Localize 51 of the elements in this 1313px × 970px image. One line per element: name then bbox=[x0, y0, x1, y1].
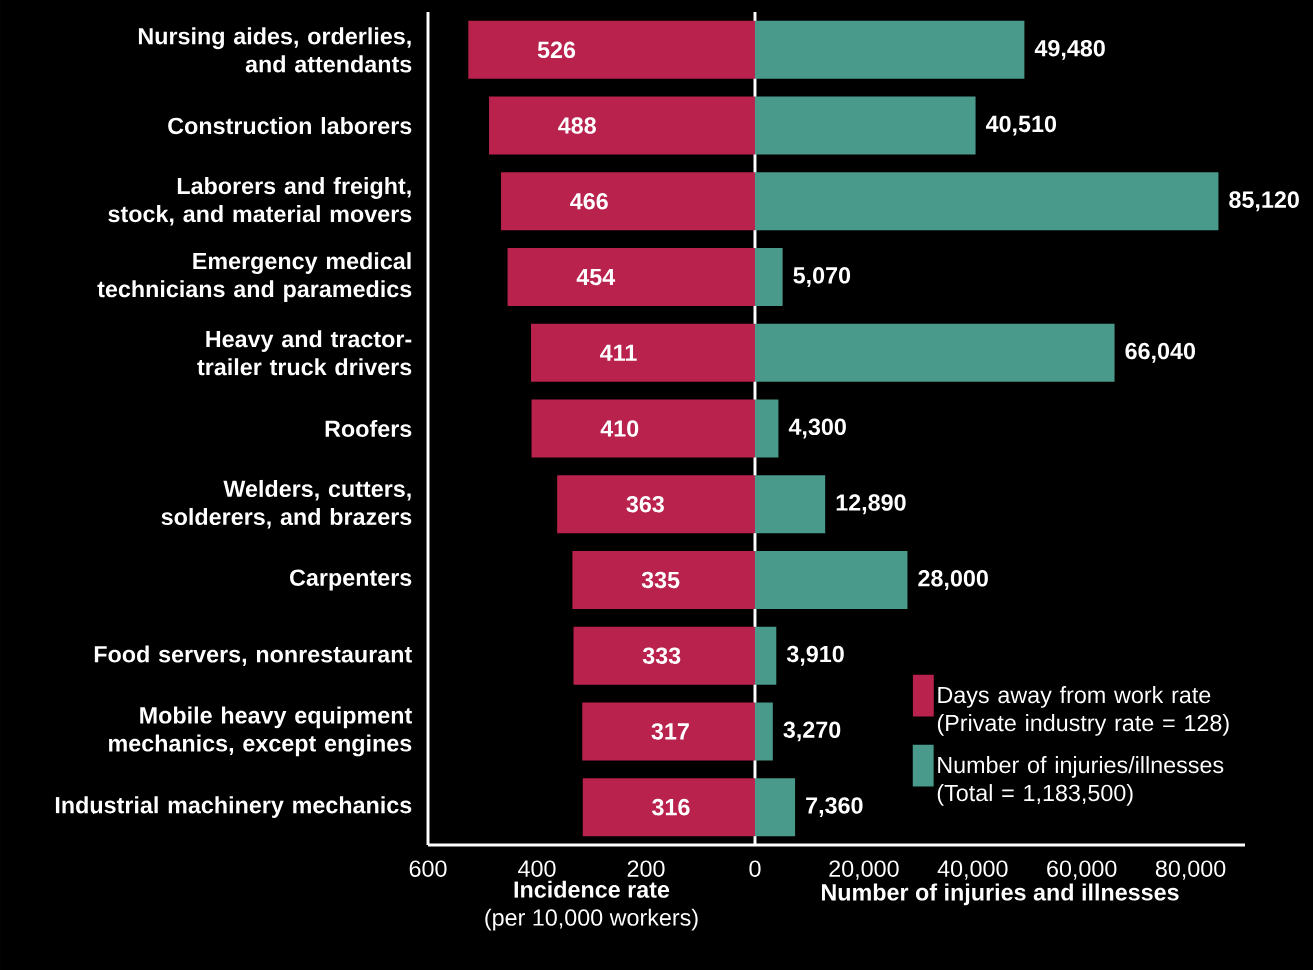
data-label: 49,480 bbox=[1034, 39, 1105, 60]
data-label: 335 bbox=[641, 571, 680, 589]
y-tick-label: Emergency medical technicians and paramedics bbox=[97, 252, 412, 302]
x-axis-title: Number of injuries and illnesses bbox=[821, 883, 1179, 906]
y-tick-label: Roofers bbox=[325, 419, 412, 438]
data-label: 363 bbox=[626, 495, 664, 513]
data-label: 3,270 bbox=[783, 721, 841, 742]
data-label: 466 bbox=[570, 193, 608, 210]
data-label: 85,120 bbox=[1229, 191, 1299, 212]
data-label: 28,000 bbox=[918, 570, 988, 590]
data-label: 454 bbox=[576, 268, 616, 286]
bar bbox=[755, 778, 796, 837]
y-tick-label: Industrial machinery mechanics bbox=[55, 796, 412, 819]
bar bbox=[755, 626, 777, 685]
bar bbox=[755, 248, 783, 307]
text: (per 10,000 workers) bbox=[485, 908, 698, 931]
x-tick-label: 0 bbox=[749, 860, 761, 877]
data-label: 411 bbox=[600, 344, 637, 361]
y-tick-label: Food servers, nonrestaurant bbox=[94, 645, 412, 666]
data-label: 7,360 bbox=[806, 797, 863, 818]
data-label: 316 bbox=[652, 798, 690, 816]
data-label: 5,070 bbox=[793, 267, 851, 287]
data-label: 3,910 bbox=[786, 645, 844, 666]
bar bbox=[755, 702, 773, 761]
y-tick-label: Heavy and tractor-trailer truck drivers bbox=[197, 330, 412, 376]
y-tick-label: Carpenters bbox=[290, 569, 412, 591]
bar bbox=[755, 399, 779, 458]
data-label: 410 bbox=[600, 420, 639, 437]
x-tick-label: 400 bbox=[518, 860, 556, 877]
data-label: 526 bbox=[537, 41, 576, 59]
data-label: 488 bbox=[558, 117, 596, 134]
y-tick-label: Welders, cutters, solderers, and brazers bbox=[161, 479, 412, 529]
x-tick-label: 60,000 bbox=[1047, 860, 1117, 880]
x-axis-title: Incidence rate bbox=[514, 880, 670, 898]
data-label: 40,510 bbox=[985, 115, 1057, 136]
legend-label: Number of injuries/illnesses (Total = 1,183,500) bbox=[937, 756, 1224, 806]
x-tick-label: 200 bbox=[627, 860, 665, 877]
y-tick-label: Laborers and freight, stock, and material movers bbox=[108, 177, 412, 226]
data-label: 66,040 bbox=[1125, 342, 1195, 363]
data-label: 4,300 bbox=[788, 418, 846, 439]
legend-label: Days away from work rate (Private industry rate = 128) bbox=[937, 686, 1229, 736]
x-tick-label: 40,000 bbox=[937, 860, 1008, 880]
data-label: 12,890 bbox=[836, 494, 906, 515]
x-tick-label: 20,000 bbox=[829, 860, 899, 880]
x-tick-label: 80,000 bbox=[1155, 860, 1226, 880]
data-label: 333 bbox=[642, 647, 681, 664]
y-tick-label: Mobile heavy equipment mechanics, except engines bbox=[109, 706, 412, 757]
x-tick-label: 600 bbox=[409, 860, 447, 877]
data-label: 317 bbox=[651, 723, 689, 740]
y-tick-label: Nursing aides, orderlies, and attendants bbox=[138, 27, 412, 73]
y-tick-label: Construction laborers bbox=[168, 117, 412, 135]
